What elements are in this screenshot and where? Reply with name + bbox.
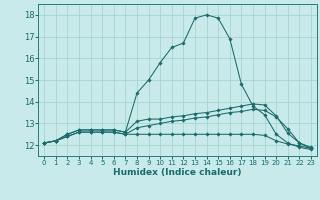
X-axis label: Humidex (Indice chaleur): Humidex (Indice chaleur) <box>113 168 242 177</box>
